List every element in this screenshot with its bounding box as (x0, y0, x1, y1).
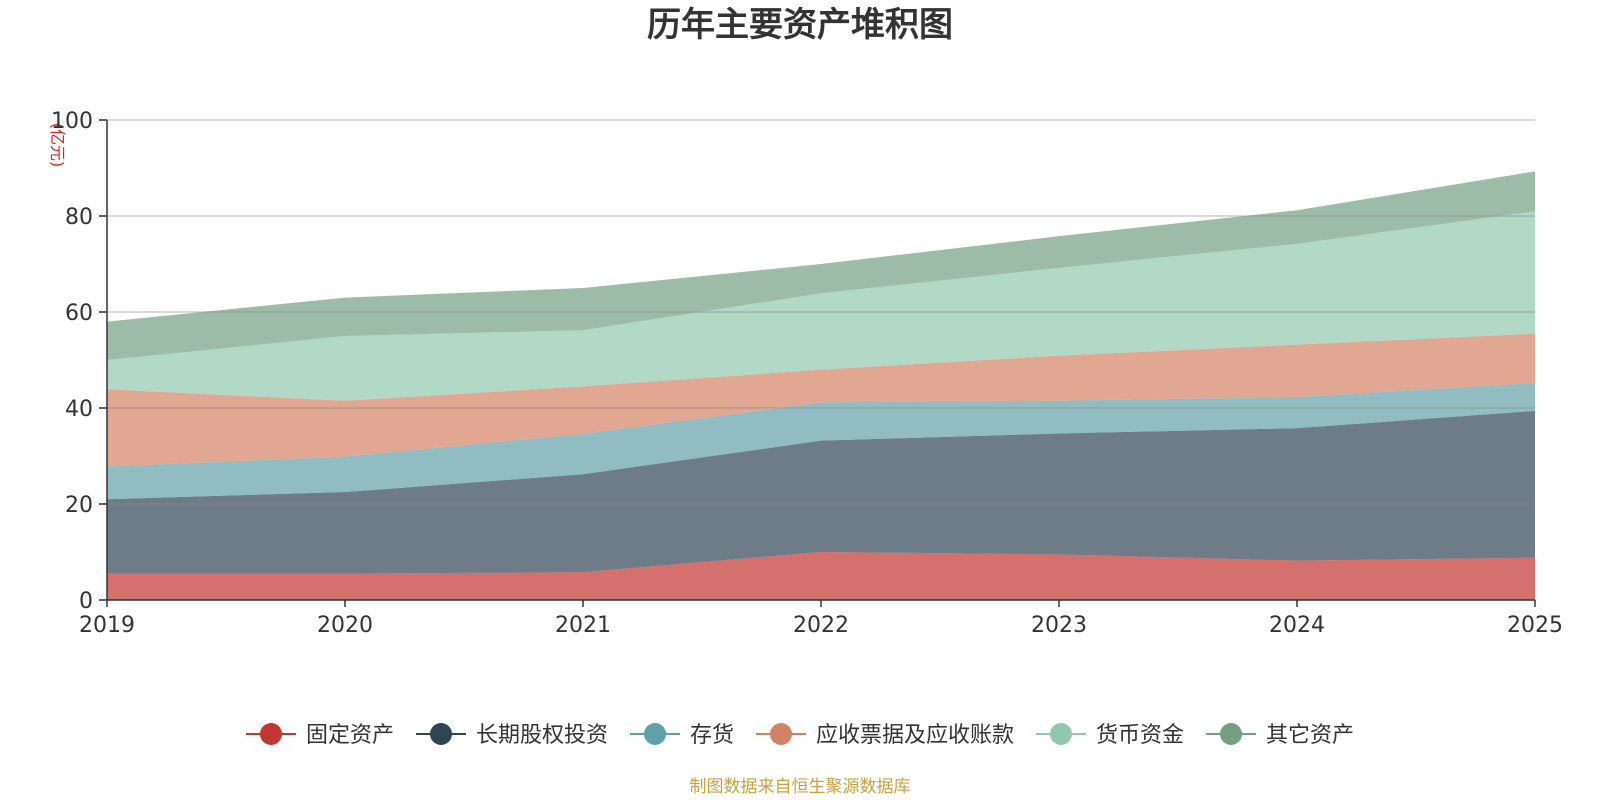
area-series-5 (107, 171, 1535, 360)
legend-marker (770, 723, 792, 745)
legend-marker (430, 723, 452, 745)
legend-marker (1050, 723, 1072, 745)
area-series-4 (107, 211, 1535, 401)
y-tick-label: 80 (65, 205, 93, 230)
axes: 0 20 40 60 80 100 2019 2020 2021 2022 2023 2024 2025 (51, 109, 1563, 638)
legend-label: 长期股权投资 (476, 723, 608, 748)
x-tick-label: 2024 (1269, 613, 1325, 638)
chart-title: 历年主要资产堆积图 (647, 5, 953, 45)
x-tick-label: 2020 (317, 613, 373, 638)
legend-item-1[interactable]: 长期股权投资 (416, 723, 608, 748)
legend-label: 应收票据及应收账款 (816, 723, 1014, 748)
x-tick-label: 2019 (79, 613, 135, 638)
area-series-3 (107, 333, 1535, 467)
legend-marker (260, 723, 282, 745)
y-tick-label: 20 (65, 493, 93, 518)
legend-label: 存货 (690, 723, 734, 748)
y-axis-unit: (亿元) (48, 123, 67, 168)
legend-label: 其它资产 (1266, 723, 1354, 748)
legend: 固定资产 长期股权投资 存货 应收票据及应收账款 货币资金 其它资产 (246, 723, 1354, 748)
area-series-2 (107, 383, 1535, 500)
data-source-note: 制图数据来自恒生聚源数据库 (690, 777, 911, 797)
y-tick-label: 100 (51, 109, 93, 134)
area-series-0 (107, 552, 1535, 600)
legend-item-4[interactable]: 货币资金 (1036, 723, 1184, 748)
x-tick-label: 2022 (793, 613, 849, 638)
legend-item-3[interactable]: 应收票据及应收账款 (756, 723, 1014, 748)
x-tick-label: 2025 (1507, 613, 1563, 638)
legend-marker (1220, 723, 1242, 745)
legend-label: 固定资产 (306, 723, 394, 748)
legend-item-2[interactable]: 存货 (630, 723, 734, 748)
legend-item-0[interactable]: 固定资产 (246, 723, 394, 748)
x-tick-label: 2023 (1031, 613, 1087, 638)
area-series (107, 171, 1535, 600)
area-series-1 (107, 410, 1535, 574)
legend-item-5[interactable]: 其它资产 (1206, 723, 1354, 748)
y-tick-label: 60 (65, 301, 93, 326)
grid-lines (107, 119, 1535, 505)
y-tick-label: 40 (65, 397, 93, 422)
legend-marker (644, 723, 666, 745)
y-tick-label: 0 (79, 589, 93, 614)
x-tick-label: 2021 (555, 613, 611, 638)
legend-label: 货币资金 (1096, 723, 1184, 748)
